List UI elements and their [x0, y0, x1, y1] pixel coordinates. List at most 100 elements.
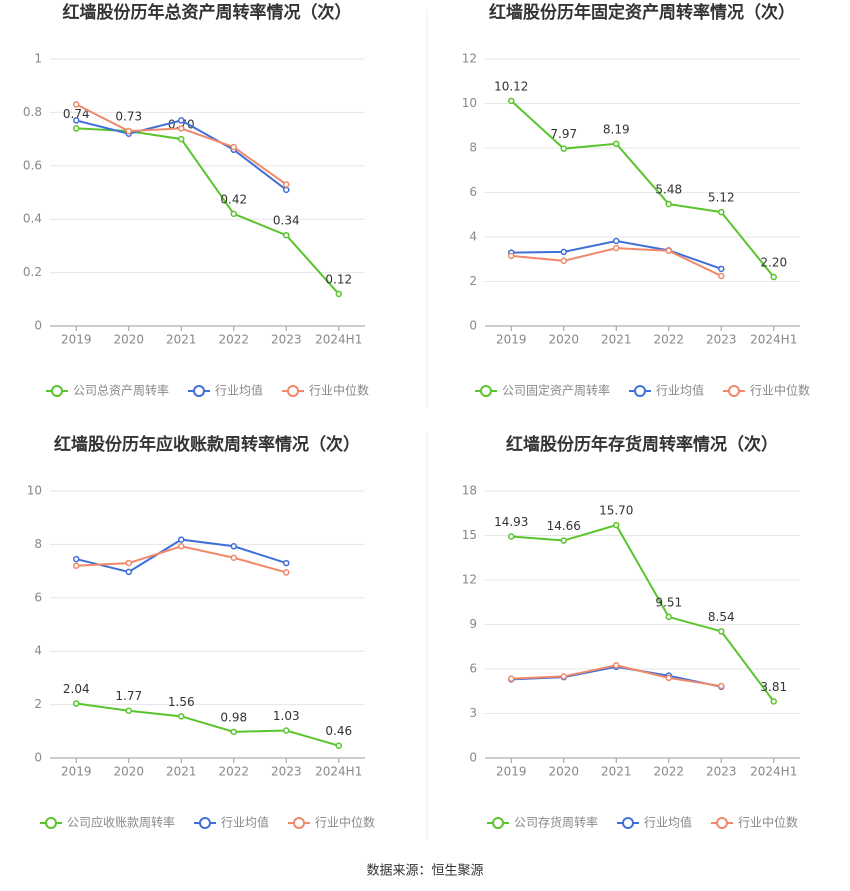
y-tick-label: 0.4	[23, 212, 42, 226]
y-tick-label: 0	[34, 751, 42, 765]
point	[613, 662, 620, 669]
legend-label: 行业中位数	[315, 815, 375, 830]
y-tick-label: 0.6	[23, 158, 42, 172]
point	[718, 272, 725, 280]
x-tick-label: 2022	[653, 333, 684, 347]
point	[125, 559, 132, 567]
x-tick-label: 2019	[496, 333, 527, 347]
point	[613, 140, 620, 148]
point	[718, 208, 725, 216]
point	[665, 613, 672, 621]
x-tick-label: 2023	[706, 765, 737, 779]
point	[508, 675, 515, 682]
series-line	[511, 523, 775, 703]
point	[125, 568, 132, 576]
data-label: 5.12	[708, 191, 735, 205]
point	[283, 559, 290, 567]
point	[178, 125, 185, 132]
y-tick-label: 10	[462, 96, 477, 110]
legend-marker	[293, 817, 305, 829]
legend-marker	[193, 385, 205, 397]
data-label: 0.34	[273, 214, 300, 228]
y-tick-label: 6	[469, 185, 477, 199]
point	[178, 135, 185, 143]
y-tick-label: 0	[34, 319, 42, 333]
chart-title: 红墙股份历年存货周转率情况（次）	[506, 434, 778, 455]
point	[508, 252, 515, 260]
y-tick-label: 0	[469, 319, 477, 333]
point	[230, 554, 237, 561]
data-label: 1.03	[273, 709, 300, 723]
x-tick-label: 2022	[218, 765, 249, 779]
y-tick-label: 1	[34, 52, 42, 66]
data-label: 2.20	[760, 256, 787, 270]
y-tick-label: 4	[34, 644, 42, 658]
point	[335, 742, 342, 749]
x-tick-label: 2023	[706, 333, 737, 347]
y-tick-label: 4	[469, 230, 477, 244]
legend-marker	[716, 817, 728, 829]
x-tick-label: 2024H1	[750, 333, 797, 347]
data-label: 2.04	[63, 682, 90, 696]
series-line	[510, 100, 775, 278]
data-label: 3.81	[760, 680, 787, 694]
point	[718, 682, 725, 690]
point	[178, 117, 185, 124]
data-label: 8.54	[708, 610, 735, 624]
point	[178, 536, 185, 543]
point	[125, 127, 132, 135]
data-label: 14.66	[547, 519, 581, 533]
data-label: 0.46	[325, 724, 352, 738]
point	[178, 713, 185, 720]
point	[73, 125, 80, 132]
x-tick-label: 2022	[218, 333, 249, 347]
point	[770, 273, 777, 281]
legend-marker	[51, 385, 63, 397]
x-tick-label: 2023	[271, 333, 302, 347]
data-label: 15.70	[599, 504, 633, 518]
x-tick-label: 2024H1	[750, 765, 797, 779]
point	[283, 231, 290, 239]
point	[230, 728, 237, 736]
x-tick-label: 2024H1	[315, 765, 362, 779]
x-tick-label: 2021	[601, 333, 632, 347]
y-tick-label: 2	[34, 697, 42, 711]
data-label: 14.93	[494, 515, 528, 529]
point	[335, 290, 342, 298]
point	[560, 537, 567, 544]
x-tick-label: 2020	[548, 333, 579, 347]
x-tick-label: 2020	[548, 765, 579, 779]
y-tick-label: 2	[469, 274, 477, 288]
point	[283, 181, 290, 188]
y-tick-label: 0.8	[23, 105, 42, 119]
legend-label: 行业均值	[215, 383, 263, 398]
chart-title: 红墙股份历年应收账款周转率情况（次）	[54, 434, 360, 455]
data-label: 0.74	[63, 107, 90, 121]
legend-marker	[287, 385, 299, 397]
legend-label: 公司存货周转率	[514, 815, 598, 830]
y-tick-label: 3	[469, 706, 477, 720]
legend-label: 行业中位数	[750, 383, 810, 398]
data-label: 5.48	[655, 183, 682, 197]
data-label: 1.56	[168, 695, 195, 709]
chart-title: 红墙股份历年总资产周转率情况（次）	[63, 2, 352, 23]
legend-marker	[634, 385, 646, 397]
point	[613, 521, 620, 529]
point	[613, 237, 620, 245]
legend-marker	[480, 385, 492, 397]
y-tick-label: 10	[27, 484, 42, 498]
point	[508, 533, 515, 540]
legend-label: 公司固定资产周转率	[502, 383, 610, 398]
data-label: 10.12	[494, 79, 528, 93]
point	[230, 143, 237, 151]
x-tick-label: 2019	[61, 333, 92, 347]
legend-marker	[728, 385, 740, 397]
data-label: 1.77	[115, 689, 142, 703]
y-tick-label: 0.2	[23, 265, 42, 279]
point	[73, 555, 80, 563]
point	[283, 727, 290, 734]
legend-label: 行业中位数	[738, 815, 798, 830]
series-line	[76, 702, 340, 747]
legend-label: 行业均值	[221, 815, 269, 830]
